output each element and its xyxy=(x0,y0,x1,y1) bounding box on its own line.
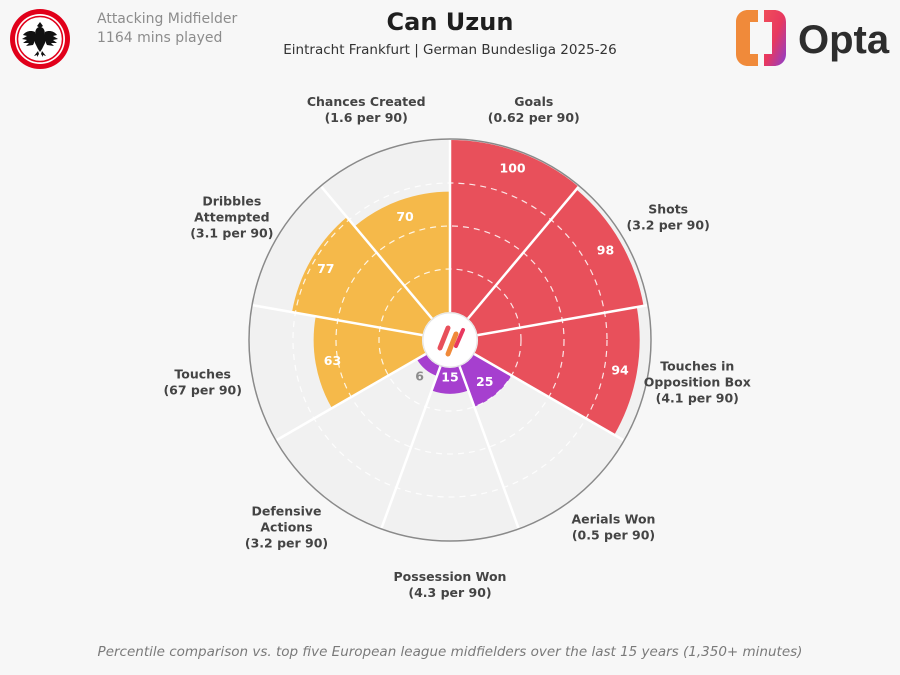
bar-shots xyxy=(467,189,644,336)
center-logo-icon xyxy=(422,312,478,368)
value-label: 63 xyxy=(324,353,341,368)
bar-aerials-won xyxy=(459,354,512,407)
category-label: Shots (3.2 per 90) xyxy=(627,202,710,233)
bar-chances-created xyxy=(354,191,450,319)
minutes-played: 1164 mins played xyxy=(97,30,223,46)
category-label: Touches (67 per 90) xyxy=(163,367,242,398)
sector-separator xyxy=(477,304,648,337)
outer-ring xyxy=(248,138,652,542)
value-label: 6 xyxy=(415,369,424,384)
value-label: 15 xyxy=(441,369,458,384)
value-label: 94 xyxy=(611,362,629,377)
category-label: Aerials Won (0.5 per 90) xyxy=(572,512,656,543)
grid-ring-50 xyxy=(335,225,565,455)
value-label: 100 xyxy=(500,161,526,176)
sector-separator xyxy=(380,365,442,529)
opta-wordmark: Opta xyxy=(798,18,890,62)
bar-possession-won xyxy=(431,366,469,394)
bar-goals xyxy=(450,140,579,319)
chart-category-labels: Goals (0.62 per 90) Shots (3.2 per 90) Touch… xyxy=(163,94,750,600)
footnote: Percentile comparison vs. top five Europ… xyxy=(97,644,803,660)
bar-touches-in-opposition-box xyxy=(474,307,640,435)
sector-separator xyxy=(252,304,423,337)
sector-separator xyxy=(320,185,433,320)
value-label: 70 xyxy=(396,209,414,224)
player-position: Attacking Midfielder xyxy=(97,11,238,27)
category-label: Defensive Actions (3.2 per 90) xyxy=(245,504,328,551)
chart-bars xyxy=(291,140,644,435)
value-label: 98 xyxy=(597,243,614,258)
bar-touches xyxy=(313,316,426,409)
chart-separators xyxy=(248,138,652,542)
category-label: Chances Created (1.6 per 90) xyxy=(307,94,426,125)
opta-logo: Opta xyxy=(736,10,890,66)
sector-separator xyxy=(467,185,580,320)
club-badge-logo xyxy=(10,9,70,69)
chart-value-labels: 100 98 94 25 15 6 63 77 70 xyxy=(317,161,629,389)
category-label: Goals (0.62 per 90) xyxy=(488,94,580,125)
sector-separator xyxy=(276,352,427,442)
value-label: 25 xyxy=(476,374,493,389)
value-label: 77 xyxy=(317,261,334,276)
sector-separator xyxy=(473,352,624,442)
sector-separator xyxy=(458,365,520,529)
bar-defensive-actions xyxy=(416,354,441,377)
category-label: Possession Won (4.3 per 90) xyxy=(394,569,507,600)
bar-dribbles-attempted xyxy=(291,217,433,336)
category-label: Dribbles Attempted (3.1 per 90) xyxy=(190,194,273,241)
category-label: Touches in Opposition Box (4.1 per 90) xyxy=(644,359,751,406)
